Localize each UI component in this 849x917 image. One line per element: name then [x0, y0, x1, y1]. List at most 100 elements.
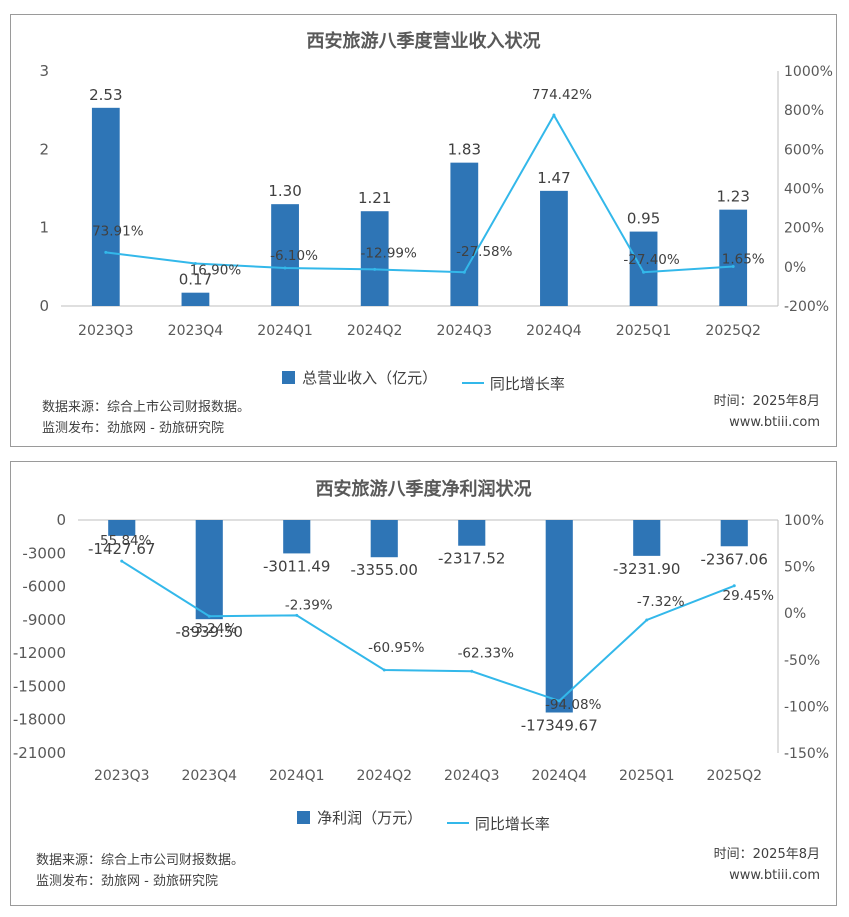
left-axis-tick: -15000: [13, 677, 66, 695]
publish-time: 时间：2025年8月: [713, 394, 820, 409]
growth-rate-point: [645, 618, 649, 622]
growth-rate-point: [295, 613, 299, 617]
category-label: 2024Q4: [531, 768, 587, 784]
revenue-chart-panel: 西安旅游八季度营业收入状况 0 1 2 3 -200% 0% 200% 400% 600% 800…: [10, 14, 837, 447]
category-label: 2025Q1: [619, 768, 675, 784]
data-bar: [195, 520, 223, 620]
publisher-note: 监测发布：劲旅网 - 劲旅研究院: [36, 874, 218, 889]
category-label: 2024Q1: [257, 323, 313, 339]
data-bar: [450, 162, 479, 306]
publish-time: 时间：2025年8月: [713, 847, 820, 862]
category-label: 2023Q4: [181, 768, 237, 784]
growth-rate-label: -2.39%: [285, 597, 333, 613]
left-axis-tick: 0: [56, 511, 66, 529]
legend-bar-label: 净利润（万元）: [317, 809, 423, 827]
growth-rate-label: -7.32%: [637, 594, 685, 610]
growth-rate-label: -12.99%: [361, 245, 418, 261]
right-axis-tick: 800%: [784, 103, 824, 119]
growth-rate-point: [731, 265, 735, 269]
bar-value-label: -3231.90: [613, 560, 680, 578]
data-bar: [271, 204, 299, 306]
data-bar: [629, 231, 658, 306]
growth-rate-label: 55.84%: [100, 533, 152, 549]
growth-rate-point: [557, 699, 561, 703]
right-axis-tick: -200%: [784, 299, 829, 315]
right-axis-tick: 0%: [784, 606, 806, 622]
right-axis-tick: -100%: [784, 699, 829, 715]
right-axis-tick: 200%: [784, 221, 824, 237]
data-bar: [360, 211, 389, 306]
chart-footer-left: 数据来源：综合上市公司财报数据。 监测发布：劲旅网 - 劲旅研究院: [36, 850, 244, 892]
left-axis-tick: -12000: [13, 644, 66, 662]
right-axis-tick: -50%: [784, 653, 820, 669]
bar-value-label: -2317.52: [438, 550, 505, 568]
growth-rate-label: -94.08%: [545, 697, 602, 713]
growth-rate-label: -3.24%: [189, 621, 237, 637]
category-label: 2025Q2: [706, 768, 762, 784]
left-axis-tick: -9000: [22, 611, 66, 629]
left-axis-tick: 2: [39, 140, 49, 158]
growth-rate-point: [470, 669, 474, 673]
bar-value-label: 0.17: [179, 271, 212, 289]
data-bar: [370, 520, 398, 558]
category-label: 2024Q4: [526, 323, 582, 339]
bar-value-label: 1.47: [537, 169, 570, 187]
data-bar: [283, 520, 311, 554]
growth-rate-point: [642, 270, 646, 274]
chart-title: 西安旅游八季度净利润状况: [315, 479, 532, 500]
chart-legend: 净利润（万元） 同比增长率: [11, 807, 836, 834]
growth-rate-point: [104, 250, 108, 254]
growth-rate-point: [120, 559, 124, 563]
net-profit-chart-panel: 西安旅游八季度净利润状况 0 -3000 -6000 -9000 -12000 -1500…: [10, 461, 837, 906]
category-label: 2024Q3: [437, 323, 493, 339]
growth-rate-label: -27.58%: [456, 244, 513, 260]
bar-value-label: 1.23: [716, 188, 749, 206]
publisher-note: 监测发布：劲旅网 - 劲旅研究院: [42, 421, 224, 436]
bar-value-label: -3011.49: [263, 557, 330, 575]
growth-rate-line: [121, 560, 735, 703]
legend-item-bar: 总营业收入（亿元）: [282, 367, 437, 388]
bar-value-label: 1.30: [268, 182, 301, 200]
legend-line-swatch: [461, 382, 484, 384]
chart-footer-right: 时间：2025年8月 www.btiii.com: [714, 391, 820, 433]
growth-rate-label: 16.90%: [190, 263, 242, 279]
bar-value-label: 0.95: [627, 210, 660, 228]
bar-value-label: -17349.67: [521, 716, 598, 734]
legend-bar-label: 总营业收入（亿元）: [302, 369, 438, 387]
growth-rate-label: -27.40%: [623, 252, 680, 268]
data-bar: [545, 520, 573, 713]
site-url: www.btiii.com: [729, 415, 820, 430]
growth-rate-label: 29.45%: [723, 588, 775, 604]
growth-rate-point: [207, 614, 211, 618]
growth-rate-line: [105, 113, 734, 274]
left-axis-tick: -18000: [13, 711, 66, 729]
chart-legend: 总营业收入（亿元） 同比增长率: [11, 367, 836, 394]
legend-line-label: 同比增长率: [474, 814, 550, 833]
category-label: 2024Q1: [269, 768, 325, 784]
left-axis-tick: 1: [39, 219, 49, 237]
right-axis-tick: 400%: [784, 182, 824, 198]
growth-rate-label: -62.33%: [458, 645, 515, 661]
revenue-chart-svg: 0 1 2 3 -200% 0% 200% 400% 600% 800% 1000% 2023Q3 20…: [39, 62, 832, 339]
category-label: 2025Q1: [616, 323, 672, 339]
right-axis-tick: 100%: [784, 513, 824, 529]
bar-value-label: -1427.67: [88, 540, 155, 558]
category-label: 2024Q2: [347, 323, 403, 339]
category-label: 2024Q3: [444, 768, 500, 784]
growth-rate-point: [462, 270, 466, 274]
data-bar: [181, 292, 210, 306]
left-axis-tick: 0: [39, 297, 49, 315]
data-bar: [633, 520, 661, 556]
chart-footer-left: 数据来源：综合上市公司财报数据。 监测发布：劲旅网 - 劲旅研究院: [42, 397, 250, 439]
growth-rate-point: [193, 262, 197, 266]
data-bar: [720, 520, 748, 547]
growth-rate-point: [732, 584, 736, 588]
data-bar: [108, 520, 136, 536]
net-profit-chart-svg: 0 -3000 -6000 -9000 -12000 -15000 -18000 -21000…: [13, 511, 829, 784]
category-label: 2024Q2: [356, 768, 412, 784]
data-bar: [540, 190, 568, 306]
bar-value-label: -8939.50: [176, 623, 243, 641]
left-axis-tick: -3000: [22, 544, 66, 562]
right-axis-tick: 600%: [784, 142, 824, 158]
data-source-note: 数据来源：综合上市公司财报数据。: [42, 400, 251, 415]
